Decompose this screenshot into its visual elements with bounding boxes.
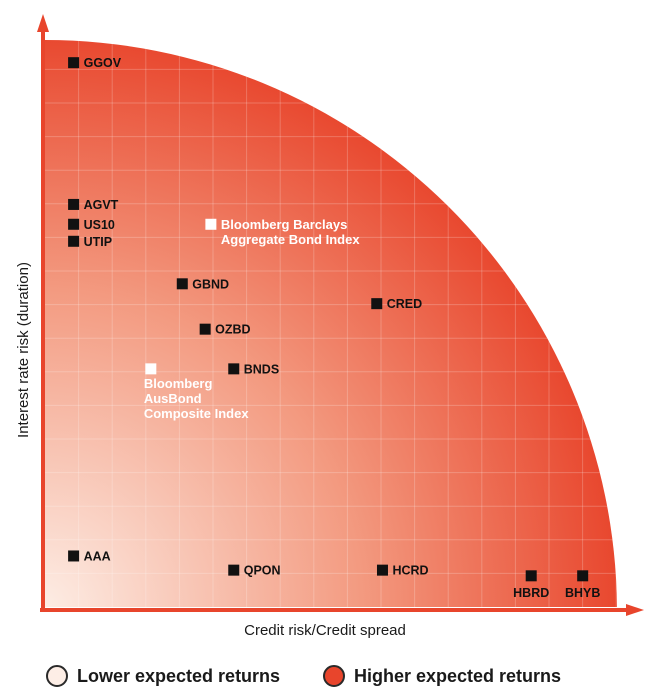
axes — [37, 14, 644, 616]
data-points: GGOV AGVT US10 UTIP Bloomberg Barclays Aggreg… — [68, 56, 600, 600]
quarter-circle-area — [45, 40, 617, 607]
marker-ggov — [68, 57, 80, 69]
marker-aaa — [68, 550, 80, 562]
legend-label-lower: Lower expected returns — [77, 665, 281, 686]
marker-gbnd — [176, 278, 188, 290]
label-cred: CRED — [387, 297, 422, 311]
marker-bhyb — [577, 570, 589, 582]
label-hcrd: HCRD — [392, 564, 428, 578]
label-utip: UTIP — [84, 235, 112, 249]
label-hbrd: HBRD — [513, 586, 549, 600]
legend-item-lower: Lower expected returns — [46, 662, 280, 690]
label-us10: US10 — [84, 218, 115, 232]
label-agvt: AGVT — [84, 198, 119, 212]
marker-hcrd — [376, 564, 388, 576]
y-axis-arrow — [37, 14, 49, 32]
y-axis-label: Interest rate risk (duration) — [15, 262, 32, 438]
marker-ozbd — [199, 323, 211, 335]
label-aaa: AAA — [84, 549, 111, 563]
label-qpon: QPON — [244, 564, 281, 578]
x-axis-arrow — [626, 604, 644, 616]
marker-hbrd — [525, 570, 537, 582]
marker-agvt — [68, 198, 80, 210]
legend-swatch-lower — [46, 665, 68, 687]
label-ozbd: OZBD — [215, 323, 250, 337]
legend-item-higher: Higher expected returns — [323, 662, 561, 690]
label-gbnd: GBND — [192, 277, 229, 291]
label-bloomberg-ausbond-composite-index: Bloomberg AusBond Composite Index — [144, 376, 250, 421]
legend-swatch-higher — [323, 665, 345, 687]
marker-qpon — [228, 564, 240, 576]
legend-label-higher: Higher expected returns — [354, 665, 562, 686]
marker-bloomberg-ausbond-composite-index — [145, 363, 157, 375]
marker-bnds — [228, 363, 240, 375]
label-bloomberg-barclays-aggregate-bond-index: Bloomberg Barclays Aggregate Bond Index — [221, 217, 360, 247]
x-axis-label: Credit risk/Credit spread — [244, 622, 406, 639]
label-bhyb: BHYB — [565, 586, 600, 600]
label-bnds: BNDS — [244, 362, 279, 376]
marker-utip — [68, 235, 80, 247]
marker-us10 — [68, 218, 80, 230]
marker-bloomberg-barclays-aggregate-bond-index — [205, 218, 217, 230]
marker-cred — [371, 298, 383, 310]
label-ggov: GGOV — [84, 56, 122, 70]
